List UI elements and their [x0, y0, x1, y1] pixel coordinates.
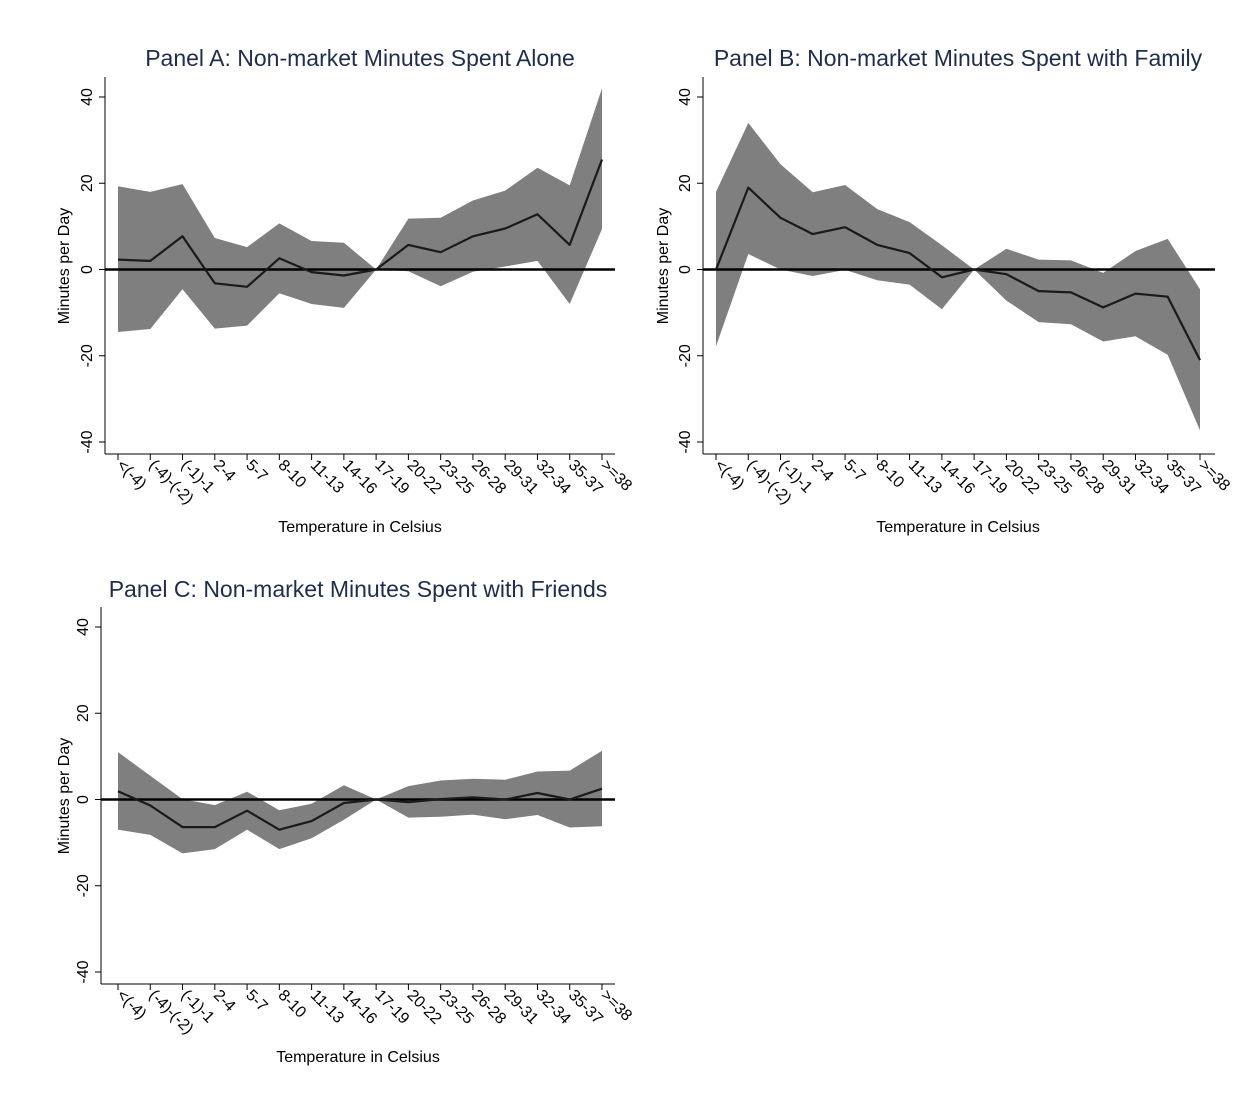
panel-b-x-tick-label: 26-28 [1066, 457, 1107, 498]
panel-c-x-tick-label: 35-37 [565, 987, 606, 1028]
panel-b-x-tick-label: 8-10 [873, 457, 908, 492]
panel-c-x-tick-label: 8-10 [275, 987, 310, 1022]
panel-b-x-tick-label: 29-31 [1098, 457, 1139, 498]
panel-a-y-axis-label: Minutes per Day [56, 208, 73, 325]
panel-b-x-tick-label: 35-37 [1163, 457, 1204, 498]
panel-b-y-tick-label: -40 [677, 430, 694, 453]
panel-b-estimate-line [714, 186, 1201, 361]
panel-b-y-axis-label: Minutes per Day [655, 208, 672, 325]
panel-a-x-tick-label: 17-19 [371, 457, 412, 498]
panel-c-y-tick-label: 20 [75, 704, 92, 722]
panel-a-title: Panel A: Non-market Minutes Spent Alone [145, 45, 575, 71]
panel-c-y-tick-label: 40 [75, 618, 92, 636]
panel-a-x-tick-label: 29-31 [500, 457, 541, 498]
panel-b-y-tick-label: 20 [677, 174, 694, 192]
panel-c-y-tick-label: -20 [75, 874, 92, 897]
panel-c-x-tick-label: 14-16 [339, 987, 380, 1028]
panel-a-y-tick-label: 20 [79, 174, 96, 192]
panel-c-x-axis-label: Temperature in Celsius [276, 1049, 440, 1066]
panel-c-x-tick-label: 20-22 [404, 987, 445, 1028]
panel-b-x-tick-label: 11-13 [905, 457, 945, 497]
panel-b-x-tick-label: 17-19 [969, 457, 1010, 498]
panel-a-x-tick-label: 23-25 [436, 457, 477, 498]
panel-c-x-tick-label: <(-4) [113, 987, 149, 1023]
panel-b-x-tick-label: 14-16 [937, 457, 978, 498]
panel-c-x-tick-label: 23-25 [436, 987, 477, 1028]
panel-c-y-tick-label: 0 [75, 795, 92, 804]
panel-a-y-tick-label: -20 [79, 344, 96, 367]
panel-c-x-tick-label: 11-13 [307, 987, 347, 1027]
panel-a-y-tick-label: 0 [79, 265, 96, 274]
panel-c-x-tick-label: 17-19 [371, 987, 412, 1028]
panel-a-estimate-line [117, 159, 604, 288]
panel-a-x-tick-label: <(-4) [113, 457, 149, 493]
panel-a-x-tick-label: 14-16 [339, 457, 380, 498]
panel-b-y-tick-label: 0 [677, 265, 694, 274]
panel-b-x-tick-label: >=38 [1195, 457, 1233, 495]
panel-b-x-tick-label: 20-22 [1002, 457, 1043, 498]
panel-b-x-axis-label: Temperature in Celsius [876, 519, 1040, 536]
panel-c-title: Panel C: Non-market Minutes Spent with F… [109, 576, 608, 602]
panel-a-x-tick-label: >=38 [597, 457, 635, 495]
panel-c-x-tick-label: 26-28 [468, 987, 509, 1028]
panel-b-x-tick-label: 32-34 [1131, 457, 1172, 498]
panel-b-x-tick-label: 23-25 [1034, 457, 1075, 498]
panel-b-confidence-band [716, 122, 1200, 431]
panel-a-y-tick-label: 40 [79, 88, 96, 106]
panel-a-x-tick-label: 8-10 [275, 457, 310, 492]
panel-a-x-tick-label: 5-7 [242, 457, 270, 485]
panel-a-x-tick-label: 35-37 [565, 457, 606, 498]
panel-a-x-tick-label: 26-28 [468, 457, 509, 498]
panel-a-x-tick-label: 20-22 [404, 457, 445, 498]
panel-b-x-tick-label: 5-7 [840, 457, 868, 485]
panel-b-y-tick-label: 40 [677, 88, 694, 106]
panel-a-x-axis-label: Temperature in Celsius [278, 519, 442, 536]
panel-c-x-tick-label: >=38 [597, 987, 635, 1025]
panel-b-y-tick-label: -20 [677, 344, 694, 367]
panel-c-y-tick-label: -40 [75, 960, 92, 983]
panel-b-x-tick-label: <(-4) [711, 457, 747, 493]
panel-c-estimate-line [117, 787, 603, 831]
panel-a-y-tick-label: -40 [79, 430, 96, 453]
panel-a-confidence-band [118, 88, 602, 333]
panel-b-title: Panel B: Non-market Minutes Spent with F… [714, 45, 1203, 71]
panel-a-x-tick-label: 32-34 [533, 457, 574, 498]
panel-a-x-tick-label: 11-13 [307, 457, 347, 497]
panel-c-x-tick-label: 32-34 [533, 987, 574, 1028]
panel-c-x-tick-label: 29-31 [500, 987, 541, 1028]
panel-c-x-tick-label: 5-7 [242, 987, 270, 1015]
panel-c-y-axis-label: Minutes per Day [56, 738, 73, 855]
